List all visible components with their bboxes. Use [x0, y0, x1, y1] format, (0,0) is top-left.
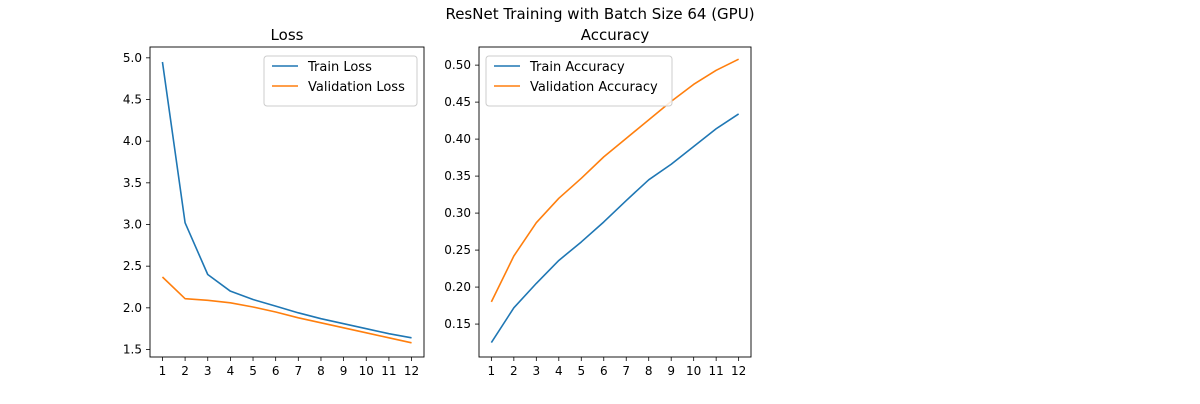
loss-y-tick-label: 2.0 — [123, 301, 142, 315]
loss-y-tick-label: 3.5 — [123, 176, 142, 190]
accuracy-x-tick-label: 12 — [731, 364, 746, 378]
accuracy-y-tick-label: 0.15 — [444, 317, 471, 331]
loss-x-tick-label: 1 — [159, 364, 167, 378]
loss-x-tick-label: 3 — [204, 364, 212, 378]
loss-x-tick-label: 2 — [181, 364, 189, 378]
loss-legend-label-1: Train Loss — [307, 60, 372, 75]
loss-x-tick-label: 4 — [227, 364, 235, 378]
loss-x-tick-label: 8 — [317, 364, 325, 378]
accuracy-axes-frame — [478, 46, 752, 358]
loss-y-tick-label: 4.5 — [123, 93, 142, 107]
accuracy-series-line-2 — [490, 58, 739, 303]
accuracy-x-tick-label: 5 — [577, 364, 585, 378]
accuracy-legend-label-2: Validation Accuracy — [530, 80, 658, 95]
loss-x-tick-label: 12 — [404, 364, 419, 378]
loss-x-tick-label: 7 — [295, 364, 303, 378]
loss-series-line-2 — [161, 276, 412, 344]
accuracy-x-tick-label: 9 — [667, 364, 675, 378]
accuracy-x-tick-label: 11 — [709, 364, 724, 378]
accuracy-legend-box — [485, 55, 673, 107]
figure-suptitle: ResNet Training with Batch Size 64 (GPU) — [445, 5, 755, 23]
loss-x-tick-label: 11 — [381, 364, 396, 378]
accuracy-title: Accuracy — [581, 26, 650, 44]
loss-y-tick-label: 4.0 — [123, 134, 142, 148]
accuracy-x-tick-label: 10 — [686, 364, 701, 378]
loss-x-tick-label: 5 — [249, 364, 257, 378]
accuracy-series-line-1 — [490, 113, 740, 344]
loss-y-tick-label: 3.0 — [123, 218, 142, 232]
loss-axes-frame — [149, 46, 425, 358]
accuracy-y-tick-label: 0.20 — [444, 280, 471, 294]
loss-legend-box — [263, 55, 418, 107]
accuracy-y-tick-label: 0.30 — [444, 206, 471, 220]
loss-x-tick-label: 9 — [340, 364, 348, 378]
loss-title: Loss — [271, 26, 304, 44]
accuracy-x-tick-label: 4 — [555, 364, 563, 378]
accuracy-y-tick-label: 0.50 — [444, 58, 471, 72]
accuracy-legend-label-1: Train Accuracy — [529, 60, 625, 75]
accuracy-x-tick-label: 1 — [488, 364, 496, 378]
accuracy-y-tick-label: 0.45 — [444, 95, 471, 109]
loss-x-tick-label: 6 — [272, 364, 280, 378]
loss-y-tick-label: 5.0 — [123, 51, 142, 65]
accuracy-y-tick-label: 0.35 — [444, 169, 471, 183]
accuracy-x-tick-label: 7 — [622, 364, 630, 378]
accuracy-x-tick-label: 2 — [510, 364, 518, 378]
loss-y-tick-label: 2.5 — [123, 259, 142, 273]
accuracy-x-tick-label: 6 — [600, 364, 608, 378]
loss-series-line-1 — [161, 61, 412, 339]
accuracy-y-tick-label: 0.25 — [444, 243, 471, 257]
loss-x-tick-label: 10 — [359, 364, 374, 378]
accuracy-x-tick-label: 3 — [533, 364, 541, 378]
accuracy-x-tick-label: 8 — [645, 364, 653, 378]
loss-legend-label-2: Validation Loss — [308, 80, 405, 95]
accuracy-legend: Train Accuracy Validation Accuracy — [485, 55, 673, 107]
loss-legend: Train Loss Validation Loss — [263, 55, 418, 107]
accuracy-y-tick-label: 0.40 — [444, 132, 471, 146]
loss-y-tick-label: 1.5 — [123, 343, 142, 357]
